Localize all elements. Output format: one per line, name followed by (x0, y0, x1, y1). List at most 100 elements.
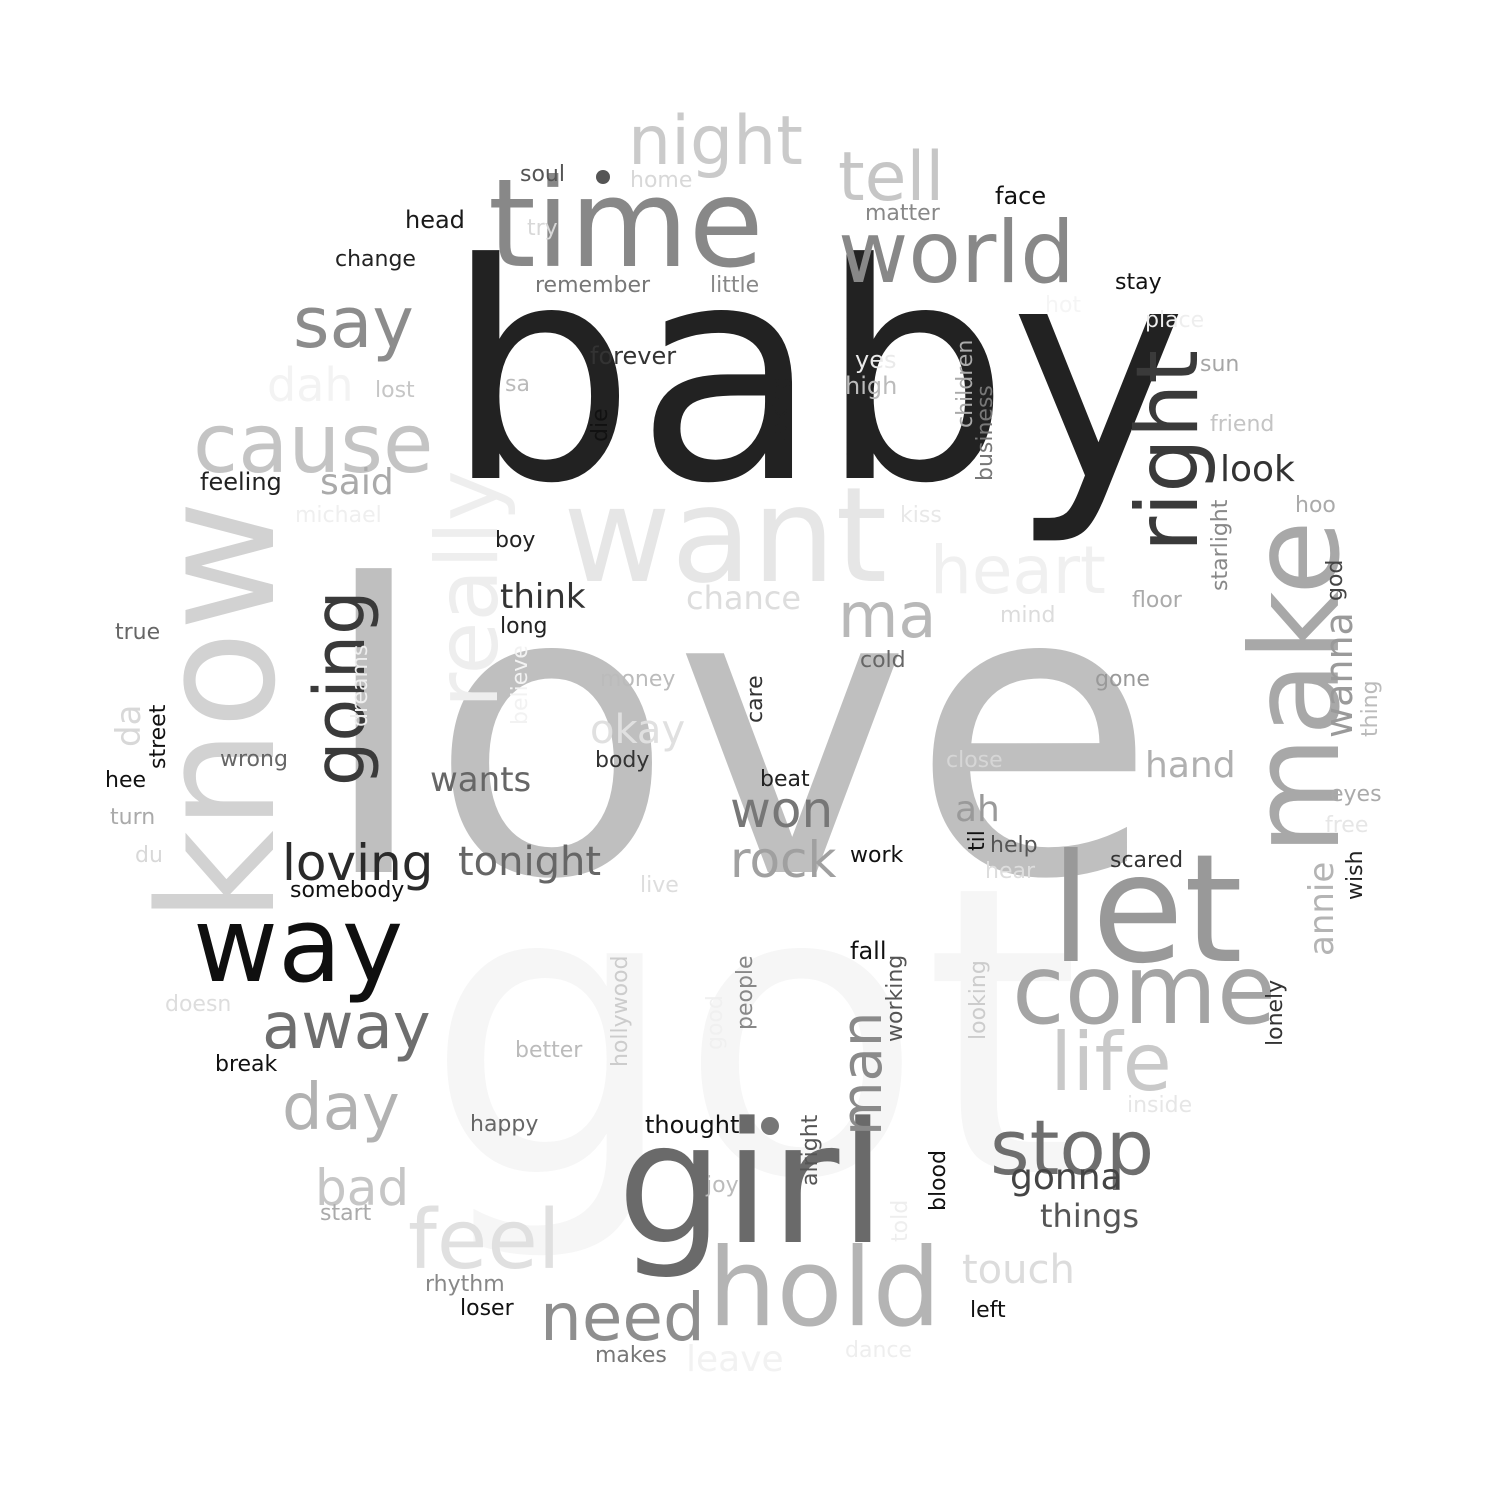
word-leave: leave (686, 1339, 784, 1380)
word-boy: boy (495, 528, 536, 553)
word-michael: michael (295, 503, 382, 528)
word-hand: hand (1145, 745, 1236, 786)
word-business: business (973, 385, 998, 481)
word-break: break (215, 1052, 278, 1077)
word-home: home (630, 168, 693, 193)
word-work: work (850, 843, 904, 868)
word-makes: makes (595, 1343, 667, 1368)
word-scared: scared (1110, 848, 1184, 873)
word-world: world (838, 203, 1075, 303)
word-feeling: feeling (200, 468, 282, 496)
word-wants: wants (430, 760, 532, 800)
word-care: care (743, 675, 768, 723)
word-said: said (320, 462, 394, 503)
word-start: start (320, 1201, 372, 1226)
dot-mark (761, 1117, 779, 1135)
word-day: day (282, 1071, 400, 1145)
word-rhythm: rhythm (425, 1272, 505, 1297)
word-look: look (1220, 449, 1295, 490)
word-lonely: lonely (1263, 979, 1288, 1046)
word-heart: heart (930, 532, 1106, 609)
word-better: better (515, 1038, 583, 1063)
word-okay: okay (590, 707, 686, 753)
word-soul: soul (520, 162, 565, 187)
word-try: try (527, 216, 558, 241)
word-hold: hold (708, 1226, 942, 1351)
word-little: little (710, 273, 760, 298)
word-gonna: gonna (1010, 1157, 1123, 1198)
word-chance: chance (686, 579, 802, 617)
word-loser: loser (460, 1296, 514, 1321)
word-bad: bad (315, 1159, 410, 1217)
word-love: love (318, 502, 1157, 967)
word-head: head (405, 206, 465, 234)
word-way: way (193, 884, 404, 1006)
word-somebody: somebody (290, 878, 405, 903)
word-annie: annie (1302, 861, 1342, 956)
word-joy: joy (706, 1173, 739, 1198)
word-won: won (730, 781, 834, 839)
word-hear: hear (985, 859, 1036, 884)
word-eyes: eyes (1330, 782, 1382, 807)
word-face: face (995, 182, 1047, 210)
word-life: life (1050, 1016, 1172, 1109)
word-stop: stop (990, 1103, 1155, 1192)
word-people: people (733, 955, 758, 1030)
word-alright: alright (798, 1114, 823, 1186)
word-til: til (965, 830, 990, 851)
word-place: place (1145, 308, 1205, 333)
word-du: du (135, 843, 163, 868)
word-away: away (262, 990, 431, 1064)
word-inside: inside (1127, 1093, 1193, 1118)
word-yes: yes (855, 346, 897, 374)
word-doesn: doesn (165, 992, 232, 1017)
word-stay: stay (1115, 270, 1162, 295)
word-believe: believe (508, 645, 533, 725)
word-tell: tell (838, 138, 945, 217)
word-cold: cold (860, 648, 906, 673)
word-forever: forever (590, 342, 677, 370)
word-mind: mind (1000, 603, 1056, 628)
word-money: money (600, 667, 676, 692)
word-rock: rock (730, 831, 837, 889)
word-wanna: wanna (1317, 612, 1361, 738)
word-girl: girl (617, 1086, 887, 1282)
word-touch: touch (962, 1247, 1075, 1293)
word-looking: looking (966, 960, 991, 1040)
word-body: body (595, 748, 650, 773)
word-live: live (640, 873, 679, 898)
word-thing: thing (1358, 680, 1383, 737)
word-free: free (1325, 813, 1369, 838)
word-told: told (888, 1199, 913, 1242)
word-hee: hee (105, 768, 147, 793)
word-change: change (335, 247, 416, 272)
word-dah: dah (267, 358, 354, 412)
word-want: want (563, 459, 888, 613)
word-fall: fall (850, 937, 887, 965)
word-help: help (990, 833, 1038, 858)
word-kiss: kiss (900, 503, 942, 528)
word-friend: friend (1210, 412, 1275, 437)
word-loving: loving (282, 834, 434, 892)
word-really: really (418, 470, 518, 708)
word-turn: turn (110, 805, 156, 830)
word-things: things (1040, 1197, 1139, 1235)
word-thought: thought (645, 1111, 740, 1139)
word-say: say (293, 282, 414, 364)
word-dreams: dreams (348, 644, 373, 727)
word-ah: ah (955, 789, 1000, 830)
word-da: da (109, 704, 149, 747)
word-sun: sun (1200, 352, 1240, 377)
word-street: street (146, 704, 171, 769)
word-blood: blood (926, 1150, 951, 1211)
word-die: die (588, 408, 613, 442)
word-dance: dance (845, 1338, 913, 1363)
word-right: right (1118, 349, 1218, 552)
word-wish: wish (1343, 850, 1368, 900)
word-hoo: hoo (1295, 493, 1336, 518)
word-beat: beat (760, 767, 810, 792)
word-baby: baby (445, 200, 1188, 549)
word-happy: happy (470, 1112, 539, 1137)
word-let: let (1050, 823, 1243, 997)
